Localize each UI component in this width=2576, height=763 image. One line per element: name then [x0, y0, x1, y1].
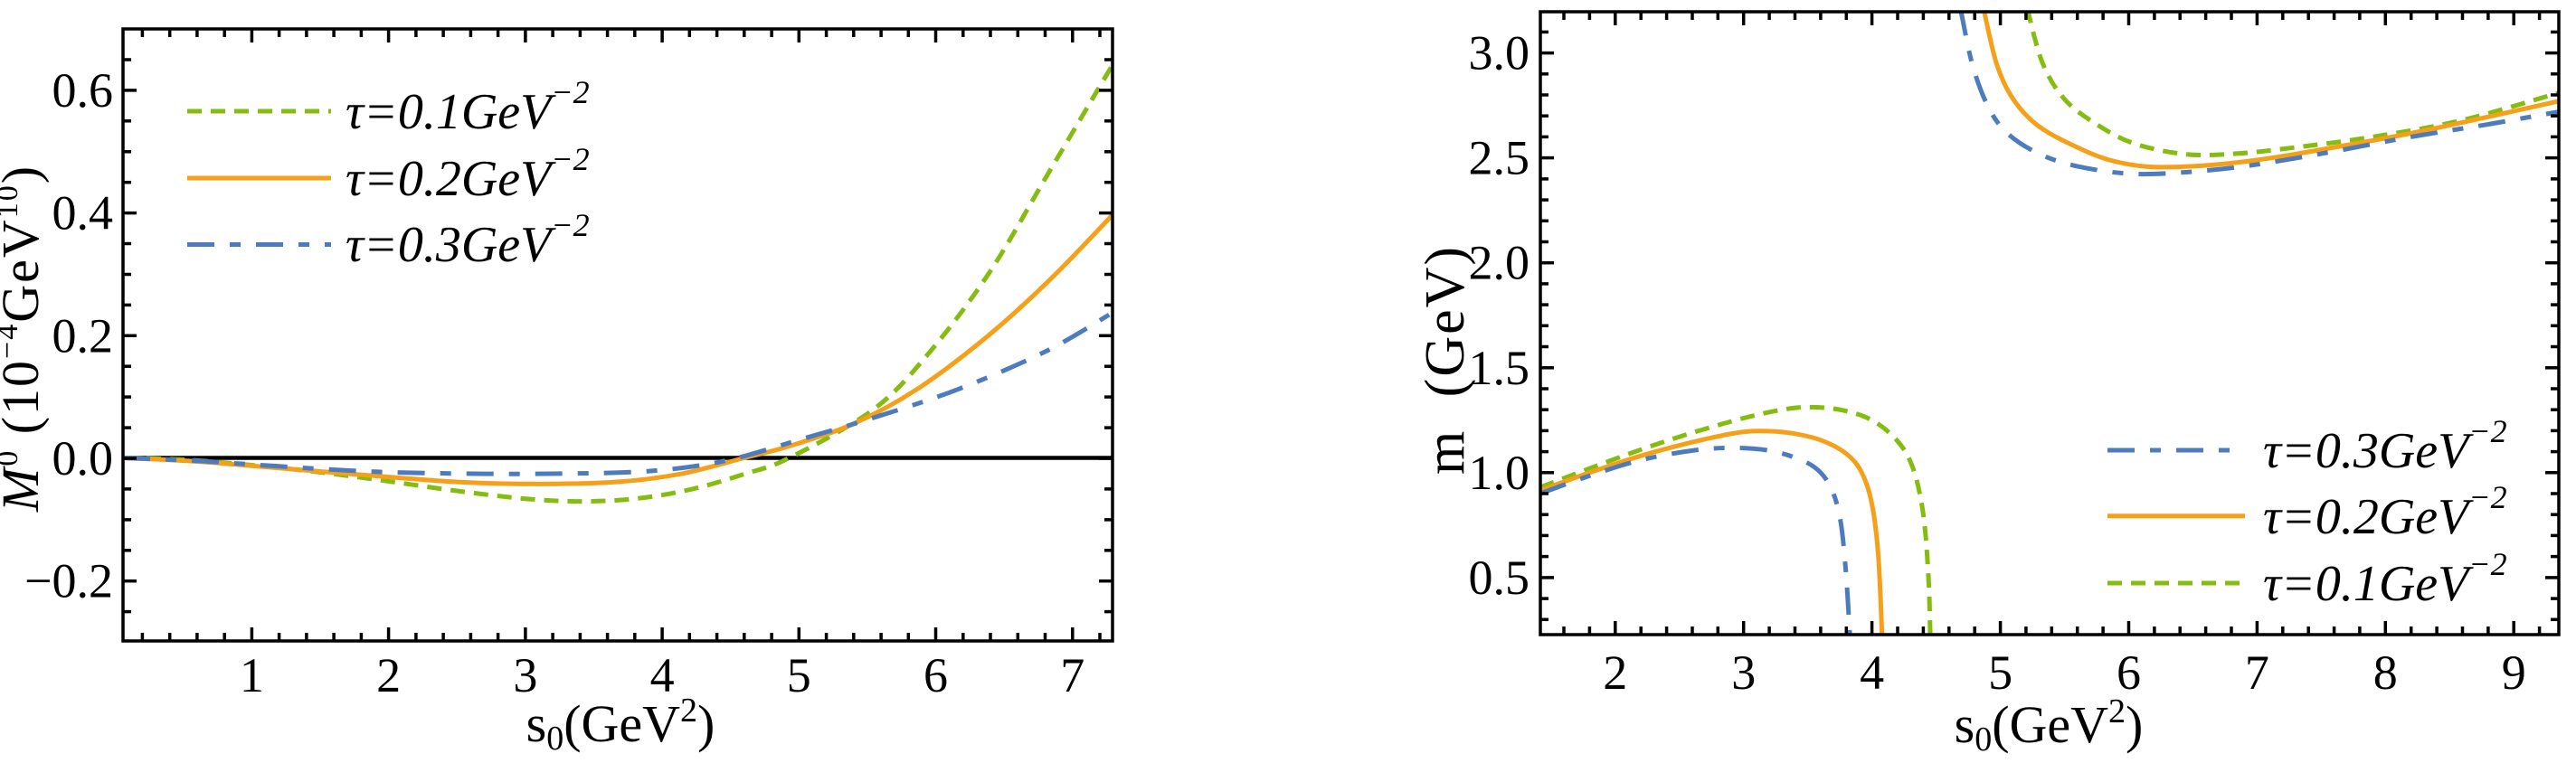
svg-text:m (GeV): m (GeV): [1415, 245, 1476, 475]
svg-text:2.5: 2.5: [1469, 131, 1530, 185]
svg-text:τ=0.2GeV−2: τ=0.2GeV−2: [346, 141, 590, 207]
svg-text:τ=0.3GeV−2: τ=0.3GeV−2: [346, 207, 590, 273]
svg-text:M0 (10−4GeV10): M0 (10−4GeV10): [0, 165, 50, 513]
svg-text:0.6: 0.6: [52, 63, 114, 118]
svg-text:0.0: 0.0: [52, 431, 114, 485]
svg-text:3: 3: [1731, 645, 1756, 700]
svg-text:4: 4: [650, 648, 675, 702]
svg-text:4: 4: [1860, 645, 1884, 700]
svg-text:0.5: 0.5: [1469, 551, 1530, 605]
svg-text:7: 7: [1060, 648, 1084, 702]
svg-text:1: 1: [240, 648, 264, 702]
svg-text:3: 3: [513, 648, 537, 702]
svg-text:5: 5: [787, 648, 811, 702]
svg-text:2: 2: [376, 648, 401, 702]
svg-text:9: 9: [2502, 645, 2526, 700]
svg-text:τ=0.1GeV−2: τ=0.1GeV−2: [346, 74, 590, 140]
svg-text:6: 6: [923, 648, 948, 702]
svg-text:6: 6: [2117, 645, 2141, 700]
svg-text:1.5: 1.5: [1469, 341, 1530, 395]
svg-text:τ=0.3GeV−2: τ=0.3GeV−2: [2263, 413, 2507, 479]
svg-text:τ=0.2GeV−2: τ=0.2GeV−2: [2263, 479, 2507, 545]
svg-text:5: 5: [1988, 645, 2012, 700]
svg-text:7: 7: [2245, 645, 2269, 700]
svg-text:2: 2: [1603, 645, 1627, 700]
svg-text:τ=0.1GeV−2: τ=0.1GeV−2: [2263, 546, 2507, 612]
svg-text:8: 8: [2373, 645, 2398, 700]
svg-text:0.4: 0.4: [52, 186, 114, 240]
svg-text:2.0: 2.0: [1469, 236, 1530, 290]
svg-text:0.2: 0.2: [52, 308, 114, 363]
svg-text:1.0: 1.0: [1469, 446, 1530, 500]
svg-text:3.0: 3.0: [1469, 26, 1530, 80]
svg-text:−0.2: −0.2: [24, 554, 113, 608]
